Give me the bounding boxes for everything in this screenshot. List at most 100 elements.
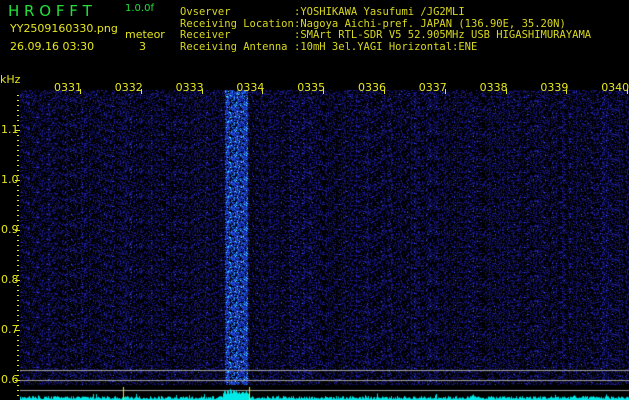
meteor-label: meteor xyxy=(125,28,165,41)
y-minor-tick xyxy=(17,215,19,216)
y-minor-tick xyxy=(17,170,19,171)
y-minor-tick xyxy=(17,250,19,251)
app-title: H R O F F T xyxy=(8,2,92,20)
y-minor-tick xyxy=(17,110,19,111)
y-minor-tick xyxy=(17,190,19,191)
y-minor-tick xyxy=(17,380,19,381)
y-minor-tick xyxy=(17,275,19,276)
y-tick-label: 0.8 xyxy=(1,273,19,286)
x-tick-label: 0333 xyxy=(175,81,204,94)
y-minor-tick xyxy=(17,95,19,96)
x-tick-label: 0331 xyxy=(54,81,82,94)
info-label: Receiving Antenna xyxy=(180,40,288,53)
info-label: Receiver xyxy=(180,29,231,41)
info-label: Receiving Location xyxy=(180,17,294,30)
x-tick xyxy=(262,89,263,94)
y-minor-tick xyxy=(17,135,19,136)
y-minor-tick xyxy=(17,350,19,351)
x-tick-label: 0336 xyxy=(358,81,386,94)
y-minor-tick xyxy=(17,335,19,336)
spectrogram xyxy=(20,80,629,400)
y-minor-tick xyxy=(17,375,19,376)
y-minor-tick xyxy=(17,150,19,151)
x-tick xyxy=(80,89,81,94)
version: 1.0.0f xyxy=(125,3,154,14)
y-minor-tick xyxy=(17,385,19,386)
y-minor-tick xyxy=(17,325,19,326)
y-minor-tick xyxy=(17,235,19,236)
y-minor-tick xyxy=(17,280,19,281)
x-tick xyxy=(141,89,142,94)
y-minor-tick xyxy=(17,260,19,261)
y-tick-label: 0.6 xyxy=(1,373,19,386)
y-minor-tick xyxy=(17,345,19,346)
y-minor-tick xyxy=(17,175,19,176)
y-minor-tick xyxy=(17,355,19,356)
y-minor-tick xyxy=(17,145,19,146)
y-minor-tick xyxy=(17,360,19,361)
y-minor-tick xyxy=(17,300,19,301)
y-minor-tick xyxy=(17,140,19,141)
x-tick-label: 0337 xyxy=(418,81,447,94)
y-tick-label: 1.1 xyxy=(1,123,19,136)
y-minor-tick xyxy=(17,210,19,211)
y-axis-label: kHz xyxy=(0,73,21,86)
y-minor-tick xyxy=(17,165,19,166)
y-minor-tick xyxy=(17,315,19,316)
y-minor-tick xyxy=(17,370,19,371)
y-minor-tick xyxy=(17,125,19,126)
y-minor-tick xyxy=(17,290,19,291)
y-minor-tick xyxy=(17,390,19,391)
y-minor-tick xyxy=(17,115,19,116)
x-tick xyxy=(384,89,385,94)
info-value: :YOSHIKAWA Yasufumi /JG2MLI xyxy=(294,6,465,18)
y-minor-tick xyxy=(17,255,19,256)
y-minor-tick xyxy=(17,330,19,331)
y-tick-label: 0.9 xyxy=(1,223,19,236)
y-tick-label: 1.0 xyxy=(1,173,19,186)
info-value: :10mH 3el.YAGI Horizontal:ENE xyxy=(294,40,478,53)
y-minor-tick xyxy=(17,295,19,296)
datetime: 26.09.16 03:30 xyxy=(10,40,95,53)
x-tick xyxy=(506,89,507,94)
x-tick xyxy=(445,89,446,94)
y-minor-tick xyxy=(17,220,19,221)
y-minor-tick xyxy=(17,105,19,106)
x-tick-label: 0339 xyxy=(540,81,569,94)
filename: YY2509160330.png xyxy=(10,22,118,35)
x-tick-label: 0338 xyxy=(479,81,508,94)
y-minor-tick xyxy=(17,185,19,186)
info-values: :YOSHIKAWA Yasufumi /JG2MLI :Nagoya Aich… xyxy=(294,6,592,53)
y-minor-tick xyxy=(17,240,19,241)
y-minor-tick xyxy=(17,225,19,226)
y-minor-tick xyxy=(17,100,19,101)
y-minor-tick xyxy=(17,265,19,266)
x-tick-label: 0340 xyxy=(601,81,629,94)
meteor-count: 3 xyxy=(139,40,146,53)
info-label: Ovserver xyxy=(180,6,231,18)
y-minor-tick xyxy=(17,120,19,121)
x-tick-label: 0335 xyxy=(297,81,326,94)
x-tick-label: 0334 xyxy=(236,81,265,94)
y-minor-tick xyxy=(17,245,19,246)
y-minor-tick xyxy=(17,305,19,306)
y-minor-tick xyxy=(17,285,19,286)
x-tick xyxy=(627,89,628,94)
x-tick xyxy=(202,89,203,94)
y-minor-tick xyxy=(17,395,19,396)
y-minor-tick xyxy=(17,180,19,181)
y-minor-tick xyxy=(17,365,19,366)
y-minor-tick xyxy=(17,205,19,206)
y-minor-tick xyxy=(17,130,19,131)
y-minor-tick xyxy=(17,195,19,196)
y-minor-tick xyxy=(17,230,19,231)
y-minor-tick xyxy=(17,340,19,341)
y-minor-tick xyxy=(17,270,19,271)
y-minor-tick xyxy=(17,200,19,201)
y-minor-tick xyxy=(17,320,19,321)
y-minor-tick xyxy=(17,310,19,311)
info-value: :SMArt RTL-SDR V5 52.905MHz USB HIGASHIM… xyxy=(294,29,592,41)
info-labels: Ovserver Receiving Location Receiver Rec… xyxy=(180,6,294,53)
y-tick-label: 0.7 xyxy=(1,323,19,336)
info-value: :Nagoya Aichi-pref. JAPAN (136.90E, 35.2… xyxy=(294,17,566,30)
